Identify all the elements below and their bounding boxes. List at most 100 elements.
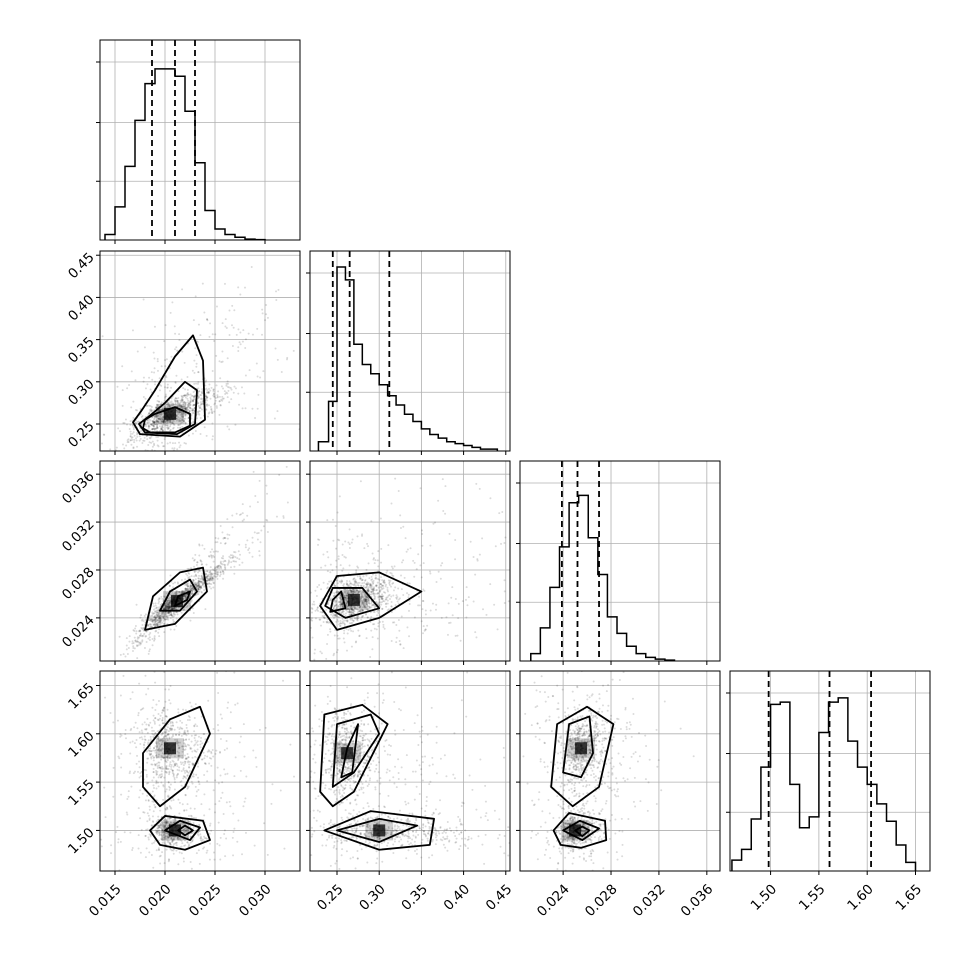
scatter-point — [421, 599, 424, 602]
scatter-point — [42, 546, 44, 548]
scatter-point — [489, 583, 492, 586]
scatter-point — [341, 605, 344, 608]
scatter-point — [194, 583, 197, 586]
scatter-point — [355, 584, 358, 587]
scatter-point — [364, 586, 367, 589]
scatter-point — [176, 409, 179, 412]
scatter-point — [365, 582, 368, 585]
scatter-point — [132, 400, 135, 403]
scatter-point — [225, 384, 228, 387]
scatter-point — [476, 559, 479, 562]
scatter-point — [162, 407, 165, 410]
scatter-point — [103, 466, 105, 468]
scatter-point — [250, 265, 253, 268]
scatter-point — [173, 325, 176, 328]
scatter-point — [233, 572, 236, 575]
scatter-point — [214, 572, 217, 575]
scatter-point — [206, 575, 209, 578]
scatter-point — [207, 391, 210, 394]
scatter-point — [359, 577, 362, 580]
scatter-point — [216, 671, 219, 674]
scatter-point — [197, 582, 200, 585]
scatter-point — [290, 611, 292, 613]
scatter-point — [133, 647, 136, 650]
scatter-point — [306, 600, 308, 602]
scatter-point — [119, 494, 121, 496]
scatter-point — [215, 575, 218, 578]
scatter-point — [350, 611, 353, 614]
scatter-point — [139, 407, 142, 410]
scatter-point — [225, 739, 228, 742]
scatter-point — [171, 614, 174, 617]
scatter-point — [500, 542, 503, 545]
scatter-point — [187, 402, 190, 405]
scatter-point — [198, 570, 201, 573]
scatter-point — [230, 561, 233, 564]
scatter-point — [295, 649, 297, 651]
scatter-point — [152, 719, 155, 722]
scatter-point — [217, 691, 220, 694]
scatter-point — [170, 614, 173, 617]
scatter-point — [197, 580, 200, 583]
scatter-point — [189, 588, 192, 591]
scatter-point — [307, 612, 309, 614]
scatter-point — [189, 619, 192, 622]
scatter-point — [164, 393, 167, 396]
scatter-point — [356, 608, 359, 611]
scatter-point — [348, 543, 351, 546]
scatter-point — [132, 629, 135, 632]
scatter-point — [199, 580, 202, 583]
scatter-point — [170, 614, 173, 617]
scatter-point — [478, 487, 481, 490]
scatter-point — [200, 394, 203, 397]
scatter-point — [197, 588, 200, 591]
scatter-point — [363, 599, 366, 602]
scatter-point — [370, 584, 373, 587]
scatter-point — [129, 430, 132, 433]
scatter-point — [148, 412, 151, 415]
scatter-point — [231, 556, 234, 559]
scatter-point — [160, 613, 163, 616]
scatter-point — [153, 803, 156, 806]
scatter-point — [143, 738, 146, 741]
scatter-point — [199, 587, 202, 590]
scatter-point — [222, 555, 225, 558]
scatter-point — [198, 406, 201, 409]
scatter-point — [244, 346, 247, 349]
scatter-point — [162, 421, 165, 424]
scatter-point — [153, 427, 156, 430]
scatter-point — [144, 455, 146, 457]
scatter-point — [454, 539, 457, 542]
scatter-point — [317, 538, 320, 541]
scatter-point — [163, 438, 166, 441]
scatter-point — [184, 404, 187, 407]
scatter-point — [194, 581, 197, 584]
scatter-point — [308, 619, 310, 621]
scatter-point — [145, 435, 148, 438]
scatter-point — [200, 403, 203, 406]
scatter-point — [358, 635, 361, 638]
scatter-point — [216, 550, 219, 553]
scatter-point — [411, 440, 413, 442]
scatter-point — [251, 536, 254, 539]
scatter-point — [203, 793, 206, 796]
scatter-point — [178, 411, 181, 414]
scatter-point — [390, 605, 393, 608]
scatter-point — [229, 566, 232, 569]
scatter-point — [183, 594, 186, 597]
scatter-point — [92, 485, 94, 487]
scatter-point — [316, 606, 319, 609]
scatter-point — [197, 397, 200, 400]
scatter-point — [242, 329, 245, 332]
scatter-point — [160, 426, 163, 429]
scatter-point — [184, 407, 187, 410]
scatter-point — [213, 568, 216, 571]
scatter-point — [196, 382, 199, 385]
scatter-point — [204, 762, 207, 765]
scatter-point — [163, 618, 166, 621]
scatter-point — [177, 582, 180, 585]
scatter-point — [183, 405, 186, 408]
scatter-point — [354, 580, 357, 583]
scatter-point — [291, 655, 293, 657]
scatter-point — [233, 551, 236, 554]
